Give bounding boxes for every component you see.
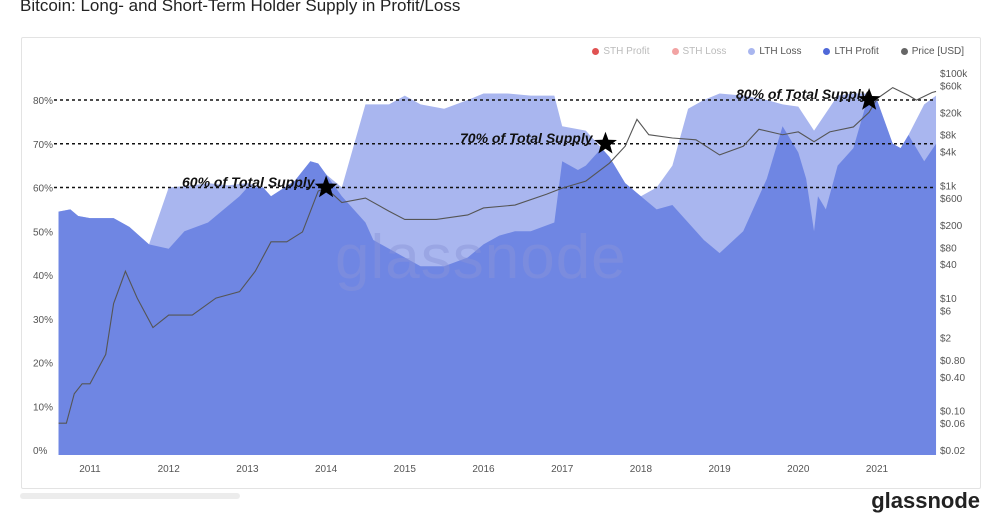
star-marker-icon <box>857 88 881 110</box>
reference-label-1: 60% of Total Supply <box>182 174 316 190</box>
watermark: glassnode <box>335 223 627 292</box>
chart-legend: STH Profit STH Loss LTH Loss LTH Profit … <box>592 46 964 57</box>
y-right-tick-label: $60k <box>940 81 963 92</box>
legend-dot-icon <box>671 48 679 55</box>
reference-label-3: 80% of Total Supply <box>736 86 870 102</box>
x-tick-label: 2013 <box>236 464 259 475</box>
footnote-bar <box>20 493 240 499</box>
star-marker-icon <box>314 175 338 198</box>
y-right-tick-label: $80 <box>940 243 957 254</box>
y-right-tick-label: $0.10 <box>940 407 965 418</box>
y-right-tick-label: $1k <box>940 182 957 193</box>
x-tick-label: 2014 <box>315 464 338 475</box>
legend-item-price[interactable]: Price [USD] <box>900 46 964 57</box>
x-tick-label: 2019 <box>708 464 731 475</box>
page-title: Bitcoin: Long- and Short-Term Holder Sup… <box>20 0 461 15</box>
x-tick-label: 2016 <box>472 464 495 475</box>
legend-dot-icon <box>900 48 908 55</box>
price-line <box>58 86 937 424</box>
legend-item-lth-profit[interactable]: LTH Profit <box>823 46 879 57</box>
y-left-tick-label: 70% <box>33 140 53 151</box>
x-tick-label: 2017 <box>551 464 574 475</box>
reference-label-2: 70% of Total Supply <box>460 130 594 146</box>
y-right-tick-label: $4k <box>940 148 957 159</box>
legend-label: LTH Profit <box>834 46 879 57</box>
legend-dot-icon <box>748 48 756 55</box>
legend-item-sth-loss[interactable]: STH Loss <box>671 46 727 57</box>
y-left-tick-label: 50% <box>33 227 53 238</box>
x-tick-label: 2015 <box>394 464 417 475</box>
legend-label: Price [USD] <box>911 46 964 57</box>
y-right-tick-label: $6 <box>940 307 952 318</box>
legend-item-sth-profit[interactable]: STH Profit <box>592 46 650 57</box>
y-right-tick-label: $40 <box>940 260 957 271</box>
chart-svg: 60% of Total Supply 70% of Total Supply 80… <box>33 69 968 475</box>
x-tick-label: 2021 <box>866 464 889 475</box>
legend-label: LTH Loss <box>759 46 802 57</box>
x-tick-label: 2012 <box>158 464 181 475</box>
y-left-tick-label: 60% <box>33 184 53 195</box>
legend-item-lth-loss[interactable]: LTH Loss <box>748 46 801 57</box>
y-right-tick-label: $2 <box>940 333 952 344</box>
y-left-tick-label: 20% <box>33 359 53 370</box>
y-left-tick-label: 30% <box>33 315 53 326</box>
x-tick-label: 2011 <box>79 464 101 475</box>
legend-dot-icon <box>823 48 831 55</box>
y-left-tick-label: 80% <box>33 96 53 107</box>
y-right-tick-label: $0.80 <box>940 356 965 367</box>
y-right-tick-label: $0.06 <box>940 419 965 430</box>
legend-dot-icon <box>592 48 600 55</box>
x-tick-label: 2020 <box>787 464 810 475</box>
y-left-tick-label: 40% <box>33 271 53 282</box>
brand-logo: glassnode <box>871 488 980 513</box>
y-right-tick-label: $20k <box>940 108 963 119</box>
y-right-tick-label: $600 <box>940 194 963 205</box>
y-right-tick-label: $8k <box>940 131 957 142</box>
legend-label: STH Profit <box>603 46 650 57</box>
y-left-tick-label: 10% <box>33 402 53 413</box>
y-left-tick-label: 0% <box>33 446 48 457</box>
legend-label: STH Loss <box>682 46 727 57</box>
y-right-tick-label: $100k <box>940 69 968 80</box>
star-marker-icon <box>594 131 617 154</box>
lth-profit-area <box>58 93 937 455</box>
y-right-tick-label: $0.40 <box>940 373 965 384</box>
y-right-tick-label: $10 <box>940 294 957 305</box>
x-tick-label: 2018 <box>630 464 653 475</box>
y-right-tick-label: $200 <box>940 221 963 232</box>
y-right-tick-label: $0.02 <box>940 446 965 457</box>
